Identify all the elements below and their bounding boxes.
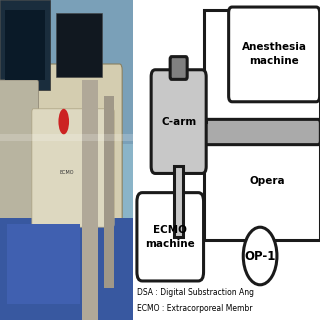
Bar bbox=[104, 96, 114, 288]
FancyBboxPatch shape bbox=[151, 70, 206, 173]
Bar bbox=[174, 166, 183, 237]
Bar bbox=[0, 218, 133, 320]
Bar bbox=[0, 134, 133, 141]
Circle shape bbox=[59, 109, 69, 134]
Bar bbox=[204, 10, 320, 240]
Text: Anesthesia
machine: Anesthesia machine bbox=[242, 42, 307, 66]
Text: ECMO : Extracorporeal Membr: ECMO : Extracorporeal Membr bbox=[137, 304, 252, 313]
Text: Opera: Opera bbox=[250, 176, 285, 186]
Text: OP-1: OP-1 bbox=[244, 250, 276, 262]
Bar bbox=[7, 224, 80, 304]
Bar bbox=[56, 13, 102, 77]
FancyBboxPatch shape bbox=[0, 80, 38, 221]
Bar bbox=[0, 0, 51, 90]
Text: ECMO
machine: ECMO machine bbox=[145, 225, 195, 249]
Text: DSA : Digital Substraction Ang: DSA : Digital Substraction Ang bbox=[137, 288, 253, 297]
Bar bbox=[0, 0, 133, 144]
Text: ECMO: ECMO bbox=[59, 170, 74, 175]
FancyBboxPatch shape bbox=[137, 193, 204, 281]
FancyBboxPatch shape bbox=[229, 7, 320, 102]
FancyBboxPatch shape bbox=[32, 109, 114, 227]
Bar bbox=[82, 80, 98, 320]
Text: C-arm: C-arm bbox=[161, 116, 196, 127]
FancyBboxPatch shape bbox=[170, 57, 187, 79]
FancyBboxPatch shape bbox=[204, 119, 320, 145]
Circle shape bbox=[243, 227, 277, 285]
Bar bbox=[5, 10, 45, 80]
FancyBboxPatch shape bbox=[21, 64, 122, 237]
